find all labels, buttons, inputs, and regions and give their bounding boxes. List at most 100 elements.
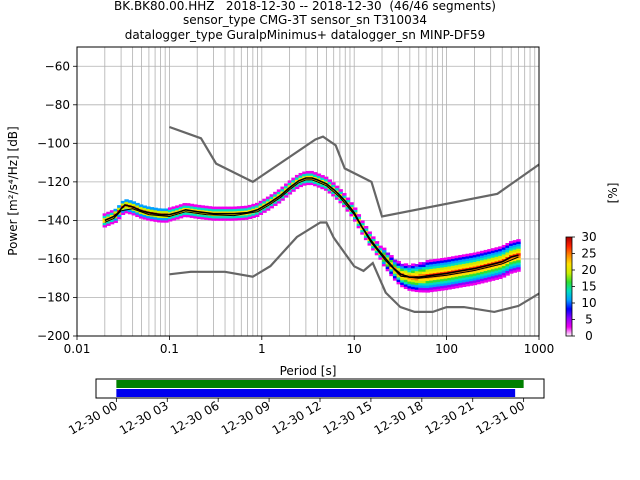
density-cell [167,214,173,217]
density-cell [262,205,267,209]
density-cell [371,247,376,251]
density-cell [247,204,253,208]
density-cell [225,215,231,219]
density-cell [400,270,405,274]
density-cell [193,206,198,210]
density-cell [316,173,322,177]
density-cell [229,218,235,221]
density-cell [472,280,478,283]
density-cell [269,205,274,209]
density-cell [356,225,362,229]
density-cell [164,215,169,219]
x-tick-label: 10 [347,342,362,356]
density-cell [338,198,343,201]
density-cell [167,211,173,215]
density-cell [472,257,478,260]
density-cell [516,269,521,272]
density-cell [487,258,492,261]
y-tick-label: −60 [45,59,70,73]
density-cell [501,244,507,248]
density-cell [378,257,383,260]
density-cell [273,191,278,195]
density-cell [146,208,151,212]
density-cell [378,245,383,249]
density-cell [349,213,354,217]
mode-psd-line [104,179,519,279]
density-cell [447,261,452,265]
y-axis: −200 −180 −160 −140 −120 −100 −80 −60 [37,59,77,343]
timeline-tick-label: 12-30 21 [423,398,477,437]
density-cell [498,250,503,254]
density-cell [483,254,489,258]
density-cell [342,193,347,196]
density-cell [251,203,256,207]
density-cell [418,262,423,265]
density-cell [447,259,452,262]
density-cell [320,184,325,187]
timeline-tick-label: 12-30 12 [270,398,324,437]
density-cell [193,204,198,207]
density-cell [447,266,452,269]
series-layer [104,125,540,314]
density-cell [320,179,325,183]
density-cell [207,210,213,214]
density-cell [302,183,307,186]
density-cell [211,211,216,214]
density-cell [392,278,398,281]
density-cell [182,209,187,213]
density-cell [465,262,470,266]
density-cell [265,205,271,209]
density-cell [480,257,485,261]
density-cell [389,255,394,258]
density-cell [501,247,507,250]
density-cell [450,284,456,287]
density-cell [284,190,289,193]
density-cell [269,196,274,200]
density-cell [501,270,507,273]
density-cell [262,207,267,211]
density-cell [458,259,463,263]
noise-model-lower-line [169,221,540,314]
density-cell [447,268,452,272]
density-cell [204,214,209,218]
density-cell [403,265,409,269]
density-cell [385,254,391,258]
density-cell [418,289,423,293]
density-cell [313,174,318,178]
density-cell [382,263,387,267]
density-cell [490,252,496,256]
density-cell [443,262,449,265]
density-cell [327,179,333,183]
density-cell [280,198,285,201]
density-cell [483,275,489,278]
density-cell [175,207,180,211]
density-cell [382,247,387,251]
density-cell [262,200,267,204]
density-cell [367,243,372,246]
density-cell [505,254,510,258]
density-cell [429,277,434,281]
density-cell [284,185,289,189]
density-cell [323,176,329,180]
density-cell [302,178,307,182]
density-cell [120,207,126,211]
density-cell [353,219,358,222]
density-cell [440,276,445,280]
density-cell [218,211,224,214]
density-cell [411,270,416,273]
density-cell [200,214,205,218]
density-cell [450,256,456,259]
density-cell [483,259,489,262]
density-cell [450,277,456,280]
density-cell [345,209,351,212]
density-cell [345,199,351,203]
density-cell [490,259,496,263]
density-cell [396,267,401,271]
density-cell [498,248,503,252]
density-cell [512,267,518,271]
density-cell [215,208,220,212]
density-cell [436,277,441,280]
density-cell [498,271,503,275]
density-cell [247,209,253,213]
density-cell [313,179,318,182]
